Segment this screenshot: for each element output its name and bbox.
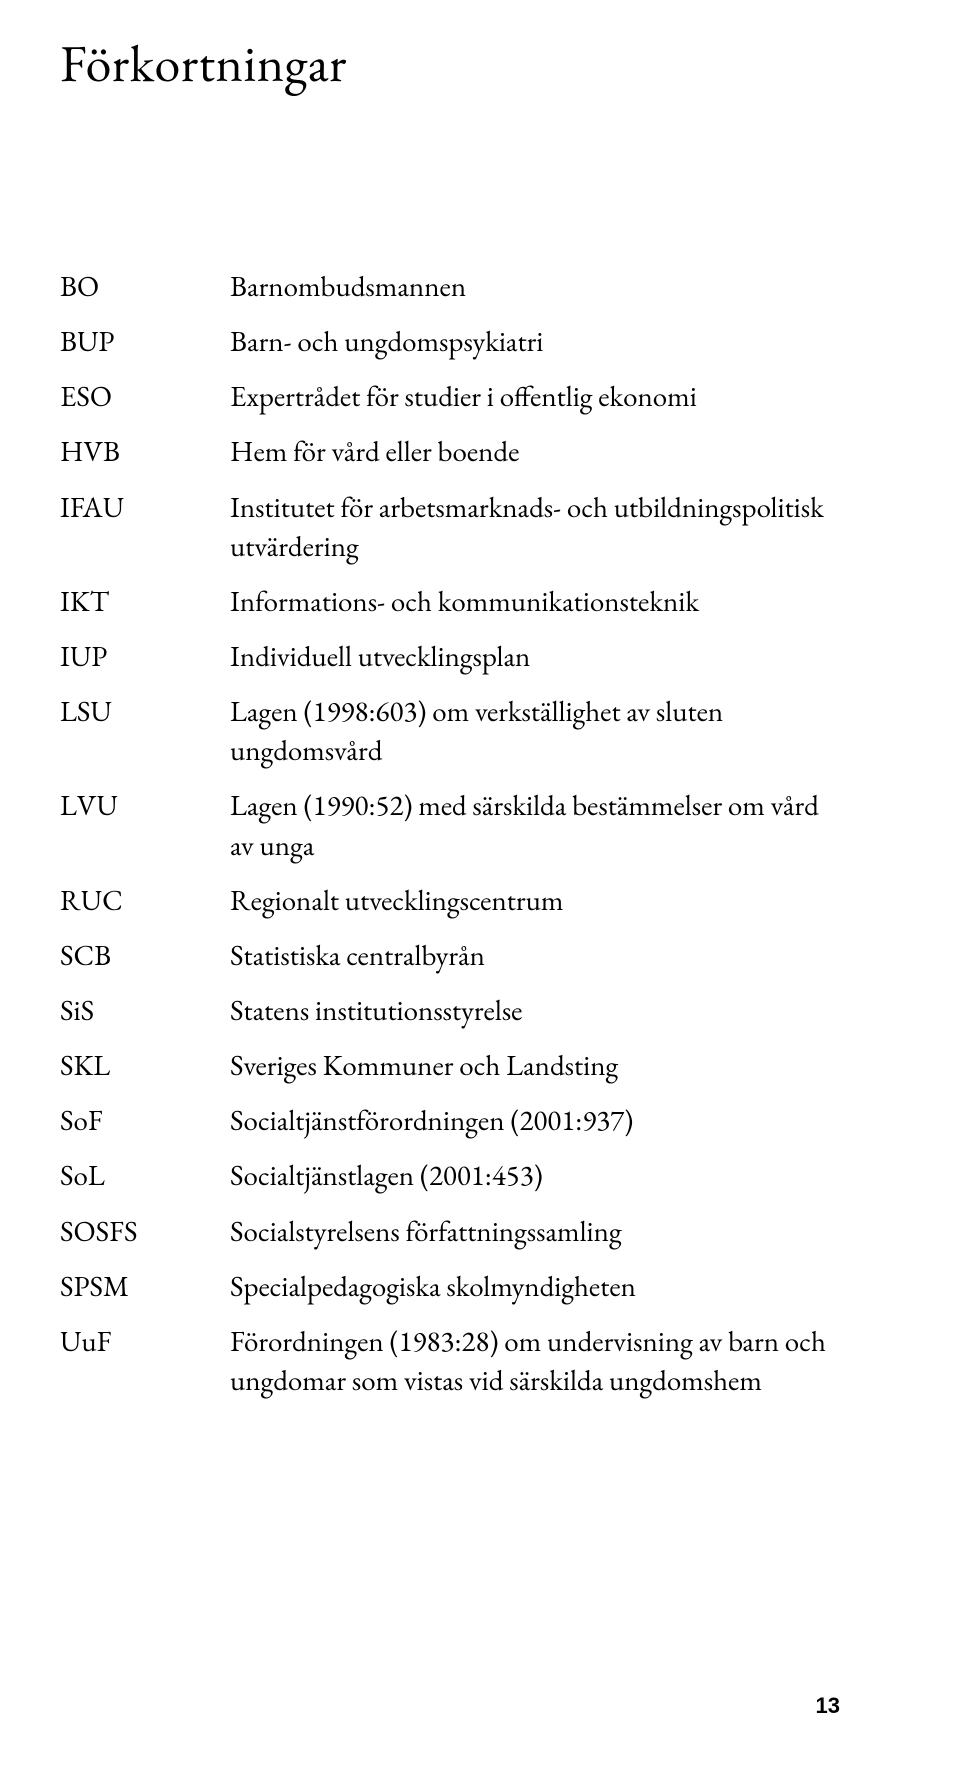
- abbr-term: HVB: [60, 432, 230, 471]
- abbr-row: BO Barnombudsmannen: [60, 267, 840, 306]
- page: Förkortningar BO Barnombudsmannen BUP Ba…: [0, 0, 960, 1767]
- abbr-row: SoL Socialtjänstlagen (2001:453): [60, 1156, 840, 1195]
- abbr-term: UuF: [60, 1322, 230, 1361]
- abbr-term: BO: [60, 267, 230, 306]
- abbr-term: BUP: [60, 322, 230, 361]
- abbr-term: ESO: [60, 377, 230, 416]
- abbr-row: RUC Regionalt utvecklingscentrum: [60, 881, 840, 920]
- abbr-term: SOSFS: [60, 1212, 230, 1251]
- abbr-row: SiS Statens institutionsstyrelse: [60, 991, 840, 1030]
- abbr-row: ESO Expertrådet för studier i offentlig …: [60, 377, 840, 416]
- abbr-term: SKL: [60, 1046, 230, 1085]
- abbr-term: SiS: [60, 991, 230, 1030]
- page-title: Förkortningar: [60, 30, 840, 97]
- abbr-definition: Specialpedagogiska skolmyndigheten: [230, 1267, 840, 1306]
- abbr-row: IFAU Institutet för arbetsmarknads- och …: [60, 488, 840, 566]
- abbr-row: SoF Socialtjänstförordningen (2001:937): [60, 1101, 840, 1140]
- abbr-term: SoF: [60, 1101, 230, 1140]
- abbr-definition: Individuell utvecklingsplan: [230, 637, 840, 676]
- abbr-definition: Regionalt utvecklingscentrum: [230, 881, 840, 920]
- abbr-row: SCB Statistiska centralbyrån: [60, 936, 840, 975]
- abbr-definition: Sveriges Kommuner och Landsting: [230, 1046, 840, 1085]
- abbr-row: LVU Lagen (1990:52) med särskilda bestäm…: [60, 786, 840, 864]
- abbr-definition: Statistiska centralbyrån: [230, 936, 840, 975]
- abbr-row: HVB Hem för vård eller boende: [60, 432, 840, 471]
- abbr-definition: Institutet för arbetsmarknads- och utbil…: [230, 488, 840, 566]
- abbr-term: SPSM: [60, 1267, 230, 1306]
- abbr-definition: Expertrådet för studier i offentlig ekon…: [230, 377, 840, 416]
- abbr-definition: Lagen (1998:603) om verkställighet av sl…: [230, 692, 840, 770]
- abbr-term: SoL: [60, 1156, 230, 1195]
- abbr-term: IUP: [60, 637, 230, 676]
- abbreviation-list: BO Barnombudsmannen BUP Barn- och ungdom…: [60, 267, 840, 1400]
- abbr-definition: Barnombudsmannen: [230, 267, 840, 306]
- abbr-row: SOSFS Socialstyrelsens författningssamli…: [60, 1212, 840, 1251]
- abbr-term: IFAU: [60, 488, 230, 527]
- abbr-definition: Förordningen (1983:28) om undervisning a…: [230, 1322, 840, 1400]
- abbr-definition: Socialstyrelsens författningssamling: [230, 1212, 840, 1251]
- abbr-definition: Informations- och kommunikationsteknik: [230, 582, 840, 621]
- abbr-term: SCB: [60, 936, 230, 975]
- abbr-definition: Lagen (1990:52) med särskilda bestämmels…: [230, 786, 840, 864]
- page-number: 13: [816, 1693, 840, 1719]
- abbr-row: SKL Sveriges Kommuner och Landsting: [60, 1046, 840, 1085]
- abbr-definition: Socialtjänstlagen (2001:453): [230, 1156, 840, 1195]
- abbr-term: IKT: [60, 582, 230, 621]
- abbr-row: SPSM Specialpedagogiska skolmyndigheten: [60, 1267, 840, 1306]
- abbr-row: BUP Barn- och ungdomspsykiatri: [60, 322, 840, 361]
- abbr-term: LVU: [60, 786, 230, 825]
- abbr-definition: Barn- och ungdomspsykiatri: [230, 322, 840, 361]
- abbr-term: RUC: [60, 881, 230, 920]
- abbr-definition: Hem för vård eller boende: [230, 432, 840, 471]
- abbr-row: LSU Lagen (1998:603) om verkställighet a…: [60, 692, 840, 770]
- abbr-definition: Statens institutionsstyrelse: [230, 991, 840, 1030]
- abbr-row: IUP Individuell utvecklingsplan: [60, 637, 840, 676]
- abbr-row: IKT Informations- och kommunikationstekn…: [60, 582, 840, 621]
- abbr-term: LSU: [60, 692, 230, 731]
- abbr-row: UuF Förordningen (1983:28) om undervisni…: [60, 1322, 840, 1400]
- abbr-definition: Socialtjänstförordningen (2001:937): [230, 1101, 840, 1140]
